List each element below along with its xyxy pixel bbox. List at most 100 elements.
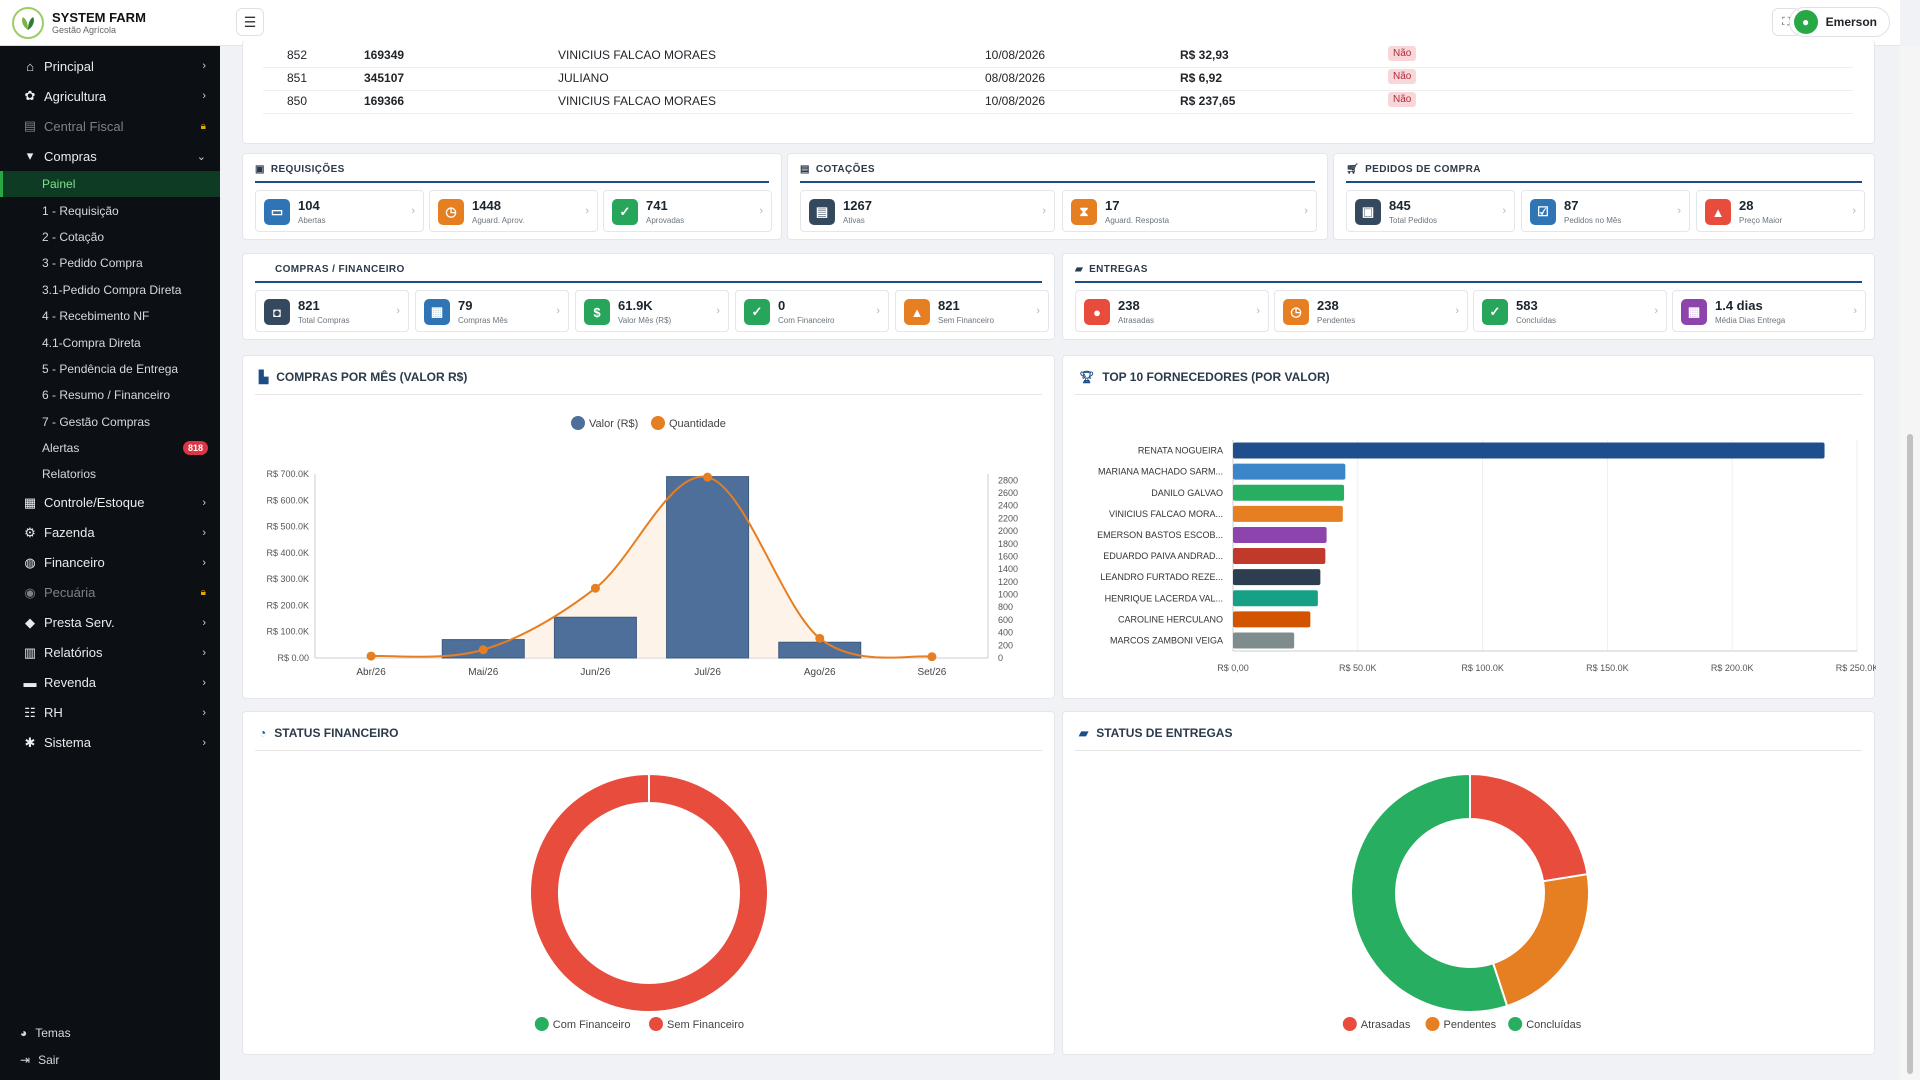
kpi-value: 741 xyxy=(646,198,668,213)
sidebar-item-compras[interactable]: ▾ Compras ⌄ xyxy=(0,141,220,171)
sidebar-item-relat-rios[interactable]: ▥ Relatórios › xyxy=(0,638,220,668)
legend-label[interactable]: Quantidade xyxy=(669,418,726,430)
kpi-abertas[interactable]: ▭ 104 Abertas › xyxy=(255,190,424,232)
page-scrollbar[interactable] xyxy=(1900,46,1920,1080)
table-row[interactable]: 851 345107 JULIANO 08/08/2026 R$ 6,92 Não xyxy=(263,63,1853,91)
legend-marker[interactable] xyxy=(1425,1017,1440,1031)
legend-label[interactable]: Com Financeiro xyxy=(553,1019,631,1031)
sidebar-subitem[interactable]: Painel xyxy=(0,171,220,198)
themes-button[interactable]: ◕ Temas xyxy=(20,1026,71,1040)
compras-financeiro-panel: COMPRAS / FINANCEIRO ◘ 821 Total Compras › ▦… xyxy=(242,253,1055,340)
top10-title: 🏆︎ TOP 10 FORNECEDORES (POR VALOR) xyxy=(1079,370,1330,384)
kpi-pedidos-no-m-s[interactable]: ☑ 87 Pedidos no Mês › xyxy=(1521,190,1690,232)
kpi-aprovadas[interactable]: ✓ 741 Aprovadas › xyxy=(603,190,772,232)
scrollbar-thumb[interactable] xyxy=(1907,434,1913,1074)
slice-Pendentes[interactable] xyxy=(1491,873,1590,1008)
kpi-conclu-das[interactable]: ✓ 583 Concluídas › xyxy=(1473,290,1667,332)
kpi-pendentes[interactable]: ◷ 238 Pendentes › xyxy=(1274,290,1468,332)
sidebar-item-financeiro[interactable]: ◍ Financeiro › xyxy=(0,548,220,578)
table-row[interactable]: 852 169349 VINICIUS FALCAO MORAES 10/08/202… xyxy=(263,40,1853,68)
legend-label[interactable]: Valor (R$) xyxy=(589,418,638,430)
sidebar-item-principal[interactable]: ⌂ Principal › xyxy=(0,51,220,81)
bar-supplier-6[interactable] xyxy=(1233,569,1321,586)
sidebar-subitem[interactable]: 3.1-Pedido Compra Direta xyxy=(0,277,220,303)
legend-marker[interactable] xyxy=(651,416,665,430)
table-cell-date: 10/08/2026 xyxy=(985,48,1046,62)
kpi-aguard-aprov-[interactable]: ◷ 1448 Aguard. Aprov. › xyxy=(429,190,598,232)
bar-supplier-9[interactable] xyxy=(1233,632,1295,649)
sidebar-item-rh[interactable]: ☷ RH › xyxy=(0,698,220,728)
chevron-right-icon: › xyxy=(1256,305,1260,317)
kpi-compras-m-s[interactable]: ▦ 79 Compras Mês › xyxy=(415,290,569,332)
exit-button[interactable]: ⇥ Sair xyxy=(20,1053,59,1067)
sidebar-item-presta-serv-[interactable]: ◆ Presta Serv. › xyxy=(0,608,220,638)
bar-supplier-7[interactable] xyxy=(1233,590,1318,607)
sidebar-item-controle-estoque[interactable]: ▦ Controle/Estoque › xyxy=(0,488,220,518)
bar-supplier-0[interactable] xyxy=(1233,442,1825,459)
bar-supplier-4[interactable] xyxy=(1233,526,1327,543)
compras-mes-title: ▙ COMPRAS POR MÊS (VALOR R$) xyxy=(259,370,468,384)
sidebar-item-agricultura[interactable]: ✿ Agricultura › xyxy=(0,81,220,111)
bar-valor-Jun/26[interactable] xyxy=(553,616,637,659)
point-quantidade-Ago/26[interactable] xyxy=(815,633,825,643)
sidebar-subitem[interactable]: 6 - Resumo / Financeiro xyxy=(0,382,220,408)
sidebar-item-pecu-ria[interactable]: ◉ Pecuária 🔒︎ xyxy=(0,578,220,608)
sidebar-subitem[interactable]: 3 - Pedido Compra xyxy=(0,250,220,276)
kpi-pre-o-maior[interactable]: ▲ 28 Preço Maior › xyxy=(1696,190,1865,232)
bar-supplier-3[interactable] xyxy=(1233,505,1343,522)
legend-marker[interactable] xyxy=(1508,1017,1523,1031)
kpi-ativas[interactable]: ▤ 1267 Ativas › xyxy=(800,190,1055,232)
exit-icon: ⇥ xyxy=(20,1053,31,1067)
point-quantidade-Abr/26[interactable] xyxy=(366,651,376,661)
sidebar-subitem[interactable]: 4 - Recebimento NF xyxy=(0,303,220,329)
legend-marker[interactable] xyxy=(1342,1017,1357,1031)
legend-marker[interactable] xyxy=(534,1017,549,1031)
legend-marker[interactable] xyxy=(649,1017,663,1031)
slice-Atrasadas[interactable] xyxy=(1469,772,1589,883)
y-tick-label: EMERSON BASTOS ESCOB... xyxy=(1097,530,1223,540)
legend-label[interactable]: Atrasadas xyxy=(1361,1019,1411,1031)
bar-valor-Jul/26[interactable] xyxy=(666,476,750,659)
kpi-atrasadas[interactable]: ● 238 Atrasadas › xyxy=(1075,290,1269,332)
sidebar-subitem[interactable]: Alertas 818 xyxy=(0,435,220,461)
table-cell-supplier: JULIANO xyxy=(558,71,609,85)
sidebar-item-fazenda[interactable]: ⚙ Fazenda › xyxy=(0,518,220,548)
sidebar-item-sistema[interactable]: ✱ Sistema › xyxy=(0,728,220,758)
bar-valor-Ago/26[interactable] xyxy=(778,641,862,659)
bar-supplier-2[interactable] xyxy=(1233,484,1345,501)
user-menu[interactable]: ● Emerson xyxy=(1788,7,1890,37)
sidebar-subitem[interactable]: 1 - Requisição xyxy=(0,197,220,223)
legend-label[interactable]: Sem Financeiro xyxy=(667,1019,744,1031)
kpi-sem-financeiro[interactable]: ▲ 821 Sem Financeiro › xyxy=(895,290,1049,332)
menu-toggle-button[interactable]: ☰ xyxy=(236,8,264,36)
brand[interactable]: SYSTEM FARM Gestão Agrícola xyxy=(0,0,220,46)
sidebar-subitem[interactable]: 5 - Pendência de Entrega xyxy=(0,356,220,382)
kpi-aguard-resposta[interactable]: ⧗ 17 Aguard. Resposta › xyxy=(1062,190,1317,232)
slice-Concluídas[interactable] xyxy=(1350,772,1509,1013)
legend-label[interactable]: Concluídas xyxy=(1526,1019,1582,1031)
sidebar-subitem[interactable]: 7 - Gestão Compras xyxy=(0,409,220,435)
sidebar-subitem[interactable]: 4.1-Compra Direta xyxy=(0,329,220,355)
point-quantidade-Set/26[interactable] xyxy=(927,652,937,662)
point-quantidade-Jun/26[interactable] xyxy=(590,583,600,593)
bar-supplier-8[interactable] xyxy=(1233,611,1311,628)
sidebar-item-revenda[interactable]: ▬ Revenda › xyxy=(0,668,220,698)
kpi-valor-m-s-r-[interactable]: $61.9K Valor Mês (R$) › xyxy=(575,290,729,332)
sidebar-item-label: Compras xyxy=(44,148,97,164)
kpi-total-pedidos[interactable]: ▣ 845 Total Pedidos › xyxy=(1346,190,1515,232)
point-quantidade-Mai/26[interactable] xyxy=(478,645,488,655)
table-row[interactable]: 850 169366 VINICIUS FALCAO MORAES 10/08/202… xyxy=(263,86,1853,114)
kpi-total-compras[interactable]: ◘ 821 Total Compras › xyxy=(255,290,409,332)
legend-marker[interactable] xyxy=(571,416,585,430)
bar-supplier-1[interactable] xyxy=(1233,463,1346,480)
sidebar-item-central-fiscal[interactable]: ▤ Central Fiscal 🔒︎ xyxy=(0,111,220,141)
kpi-com-financeiro[interactable]: ✓ 0 Com Financeiro › xyxy=(735,290,889,332)
sidebar-subitem[interactable]: Relatorios xyxy=(0,461,220,487)
sidebar-subitem[interactable]: 2 - Cotação xyxy=(0,224,220,250)
kpi-m-dia-dias-entrega[interactable]: ▦ 1.4 dias Média Dias Entrega › xyxy=(1672,290,1866,332)
bag-icon: ◘ xyxy=(264,299,290,325)
point-quantidade-Jul/26[interactable] xyxy=(703,472,713,482)
legend-label[interactable]: Pendentes xyxy=(1444,1019,1497,1031)
slice-Sem Financeiro[interactable] xyxy=(529,772,769,1013)
bar-supplier-5[interactable] xyxy=(1233,548,1326,565)
